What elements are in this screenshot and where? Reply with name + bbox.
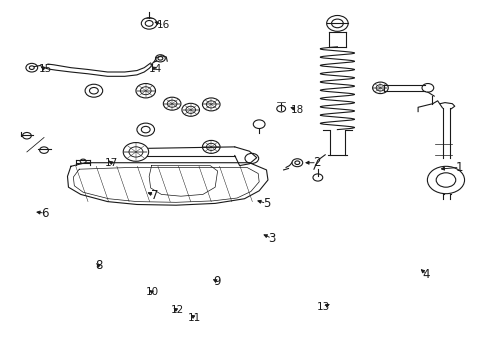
Text: 16: 16: [157, 20, 170, 30]
Text: 6: 6: [41, 207, 49, 220]
Text: 5: 5: [262, 197, 270, 210]
Text: 8: 8: [95, 259, 102, 272]
Text: 18: 18: [290, 105, 304, 115]
Text: 2: 2: [312, 156, 320, 169]
Text: 1: 1: [455, 161, 463, 174]
Text: 14: 14: [148, 64, 162, 74]
Text: 15: 15: [38, 64, 52, 74]
Text: 10: 10: [146, 287, 159, 297]
Text: 9: 9: [213, 275, 221, 288]
Text: 4: 4: [422, 268, 429, 281]
Text: 3: 3: [267, 232, 275, 245]
Text: 12: 12: [170, 305, 183, 315]
Text: 7: 7: [150, 189, 158, 202]
Text: 11: 11: [187, 312, 201, 323]
Text: 17: 17: [104, 158, 118, 168]
Text: 13: 13: [316, 302, 330, 312]
